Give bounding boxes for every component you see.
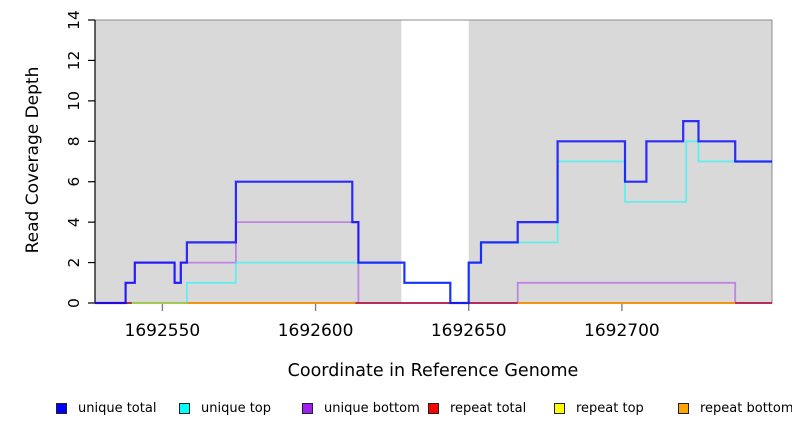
x-tick-label: 1692650 bbox=[431, 321, 507, 341]
legend-item-unique-total: unique total bbox=[56, 399, 156, 417]
legend-item-repeat-bottom: repeat bottom bbox=[678, 399, 792, 417]
legend-swatch-unique-top bbox=[179, 402, 190, 414]
legend-swatch-repeat-top bbox=[554, 402, 565, 414]
y-axis-title: Read Coverage Depth bbox=[23, 67, 43, 254]
legend-label: unique bottom bbox=[324, 400, 420, 416]
x-tick-label: 1692700 bbox=[584, 321, 660, 341]
series-unique-total bbox=[95, 120, 772, 305]
legend-label: unique total bbox=[78, 400, 157, 416]
legend: unique total unique top unique bottom re… bbox=[0, 399, 792, 419]
y-tick-label: 4 bbox=[65, 217, 83, 227]
x-axis-title: Coordinate in Reference Genome bbox=[288, 361, 579, 381]
y-tick-label: 12 bbox=[65, 51, 83, 71]
y-tick-label: 2 bbox=[65, 258, 83, 268]
repeat-region-band bbox=[95, 20, 402, 303]
y-tick-label: 10 bbox=[65, 91, 83, 111]
y-tick-label: 0 bbox=[65, 298, 83, 308]
y-tick-label: 14 bbox=[65, 10, 83, 30]
legend-label: repeat bottom bbox=[700, 400, 792, 416]
legend-item-unique-top: unique top bbox=[179, 399, 271, 417]
legend-item-repeat-top: repeat top bbox=[554, 399, 644, 417]
legend-item-repeat-total: repeat total bbox=[428, 399, 526, 417]
legend-swatch-repeat-bottom bbox=[678, 402, 689, 414]
x-tick-label: 1692600 bbox=[278, 321, 354, 341]
y-tick-label: 8 bbox=[65, 136, 83, 146]
legend-item-unique-bottom: unique bottom bbox=[302, 399, 420, 417]
legend-label: repeat top bbox=[576, 400, 644, 416]
legend-label: repeat total bbox=[450, 400, 527, 416]
legend-swatch-unique-bottom bbox=[302, 402, 313, 414]
legend-label: unique top bbox=[201, 400, 272, 416]
legend-swatch-unique-total bbox=[56, 402, 67, 414]
legend-swatch-repeat-total bbox=[428, 402, 439, 414]
y-tick-label: 6 bbox=[65, 177, 83, 187]
x-tick-label: 1692550 bbox=[125, 321, 201, 341]
